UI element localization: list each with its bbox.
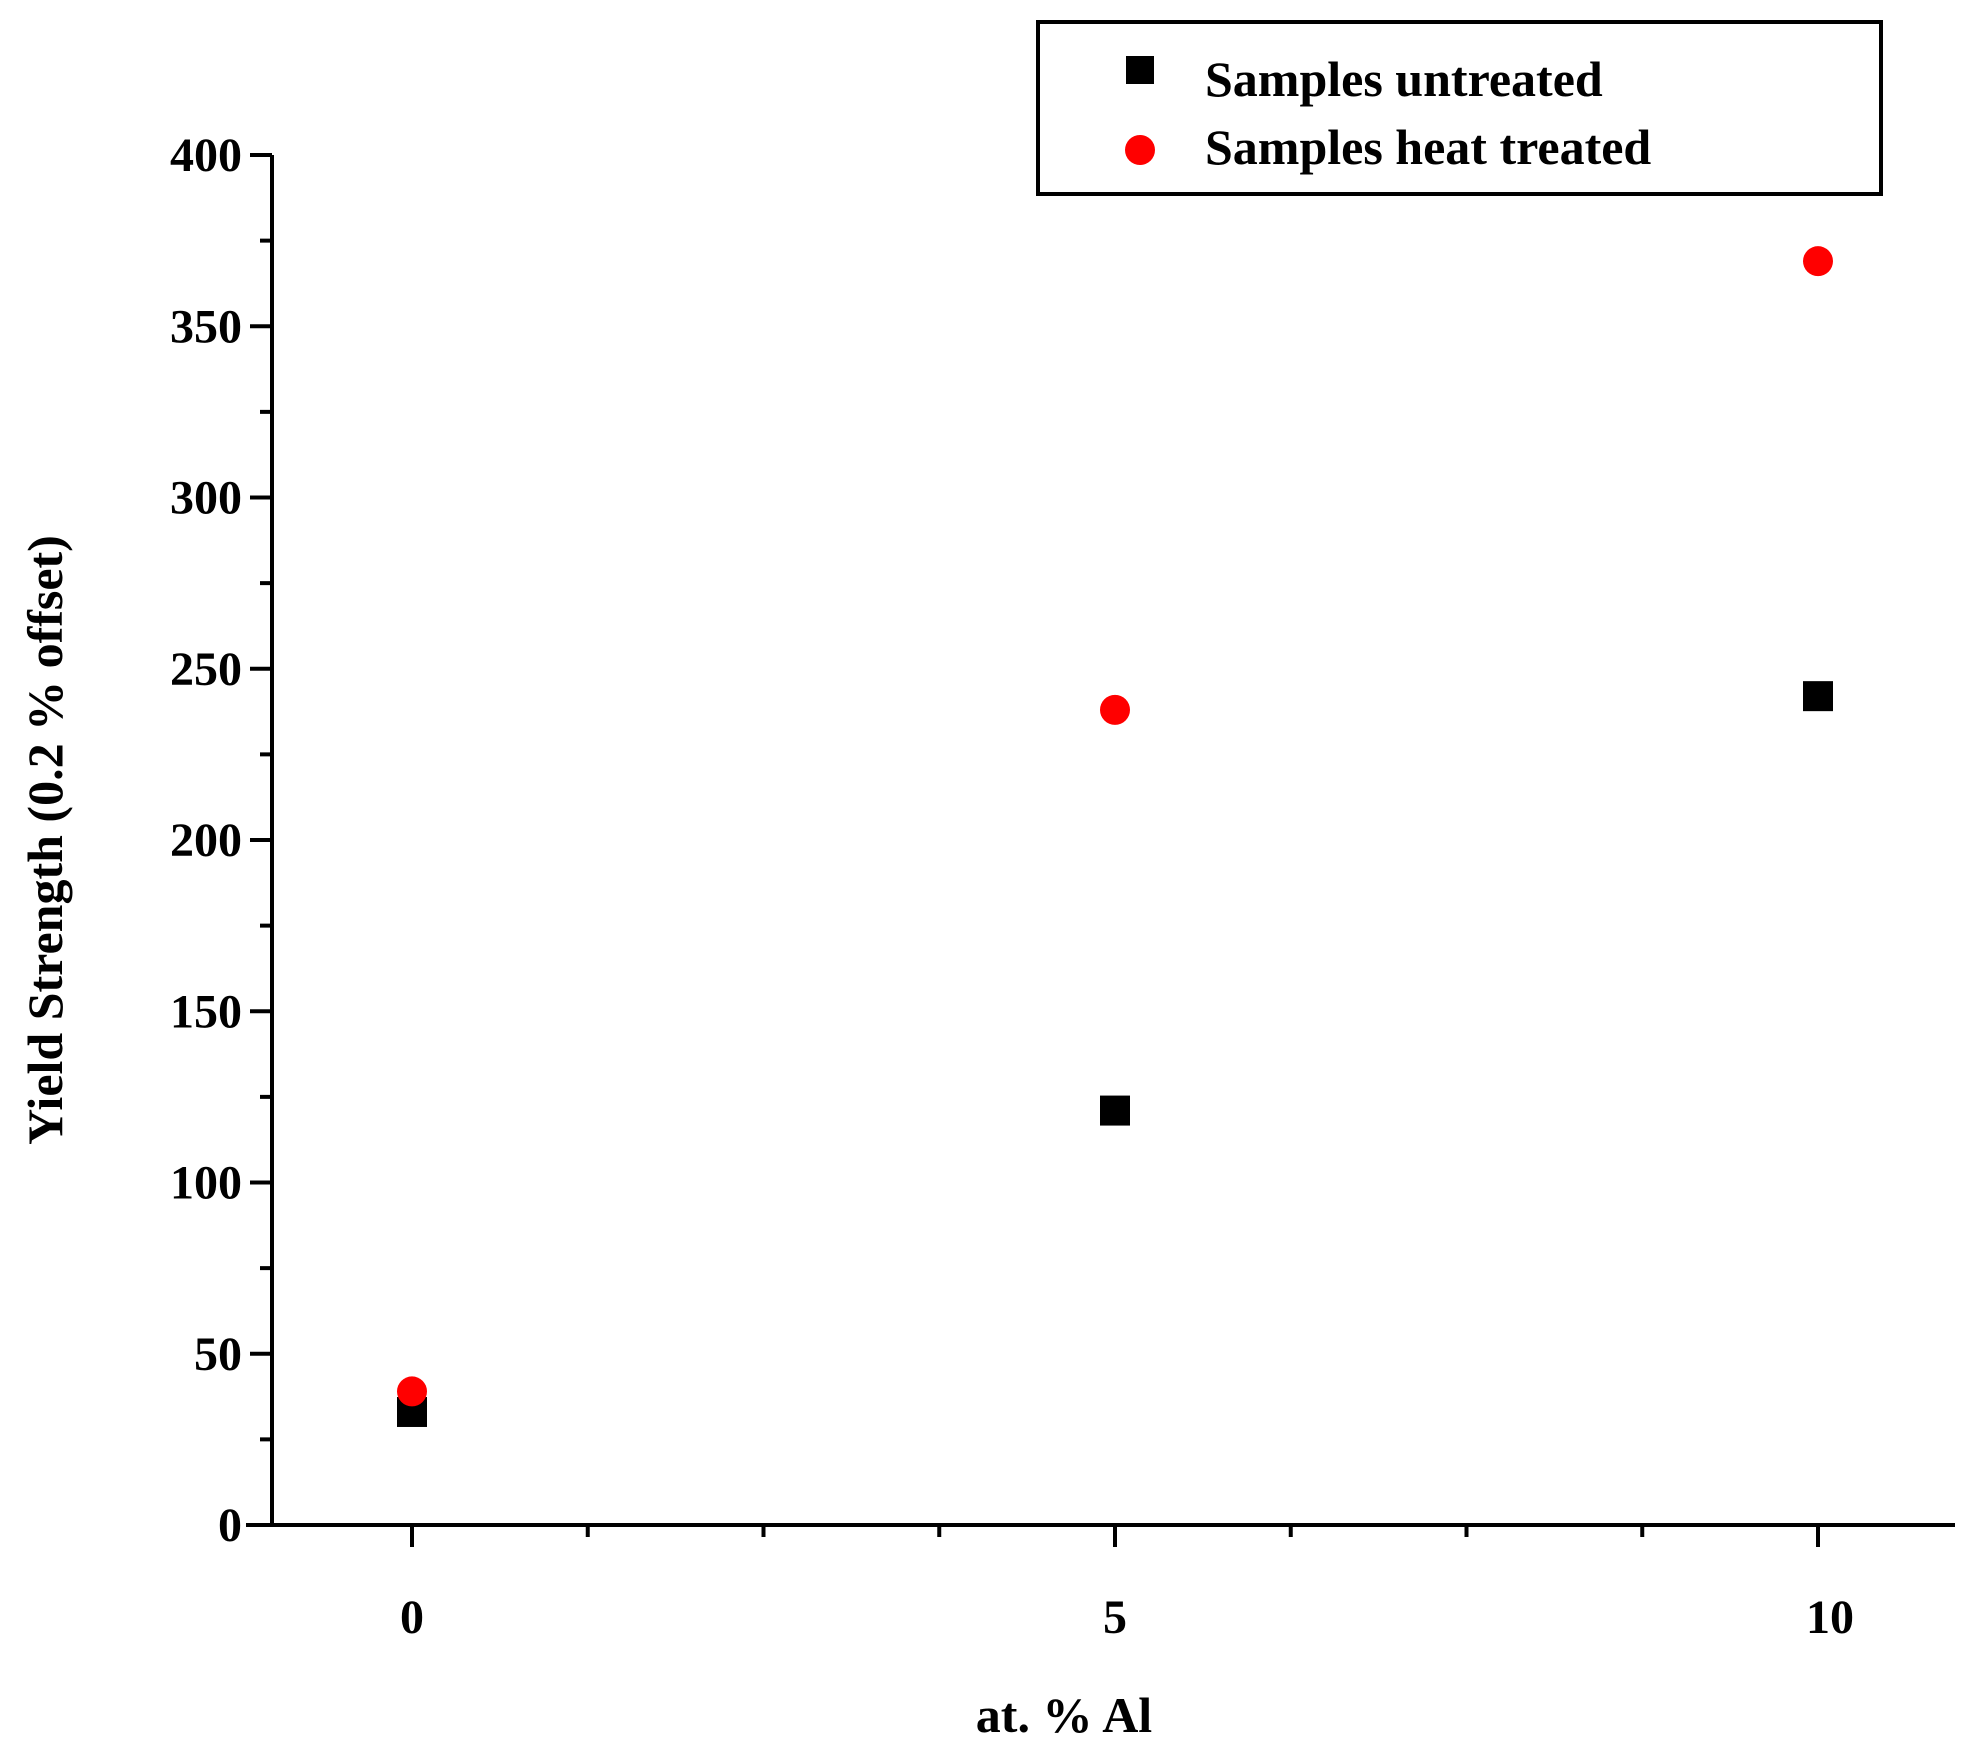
y-tick-label: 100 <box>170 1157 242 1210</box>
y-tick-label: 400 <box>170 129 242 182</box>
y-ticks: 0 50 100 150 200 250 300 350 400 <box>170 129 272 1552</box>
x-tick-label: 10 <box>1806 1591 1854 1644</box>
legend: Samples untreated Samples heat treated <box>1036 20 1883 196</box>
y-tick-label: 50 <box>194 1328 242 1381</box>
y-tick-label: 300 <box>170 472 242 525</box>
x-tick-label: 5 <box>1103 1591 1127 1644</box>
y-tick-label: 0 <box>218 1499 242 1552</box>
legend-marker-heat-treated <box>1125 135 1155 165</box>
y-tick-label: 200 <box>170 814 242 867</box>
x-tick-label: 0 <box>400 1591 424 1644</box>
data-point-untreated <box>1803 681 1833 712</box>
x-ticks: 0 5 10 <box>400 1525 1854 1644</box>
y-tick-label: 350 <box>170 300 242 353</box>
legend-label-untreated: Samples untreated <box>1205 51 1603 107</box>
legend-marker-untreated <box>1126 56 1154 84</box>
legend-label-heat-treated: Samples heat treated <box>1205 119 1651 175</box>
legend-box <box>1036 20 1883 196</box>
data-points <box>397 246 1833 1427</box>
data-point-heat-treated <box>1803 246 1833 277</box>
y-axis-label: Yield Strength (0.2 % offset) <box>17 535 73 1145</box>
data-point-heat-treated <box>1100 694 1130 725</box>
y-tick-label: 250 <box>170 643 242 696</box>
y-tick-label: 150 <box>170 985 242 1038</box>
x-axis-label: at. % Al <box>976 1687 1153 1743</box>
data-point-heat-treated <box>397 1376 427 1407</box>
data-point-untreated <box>1100 1095 1130 1126</box>
